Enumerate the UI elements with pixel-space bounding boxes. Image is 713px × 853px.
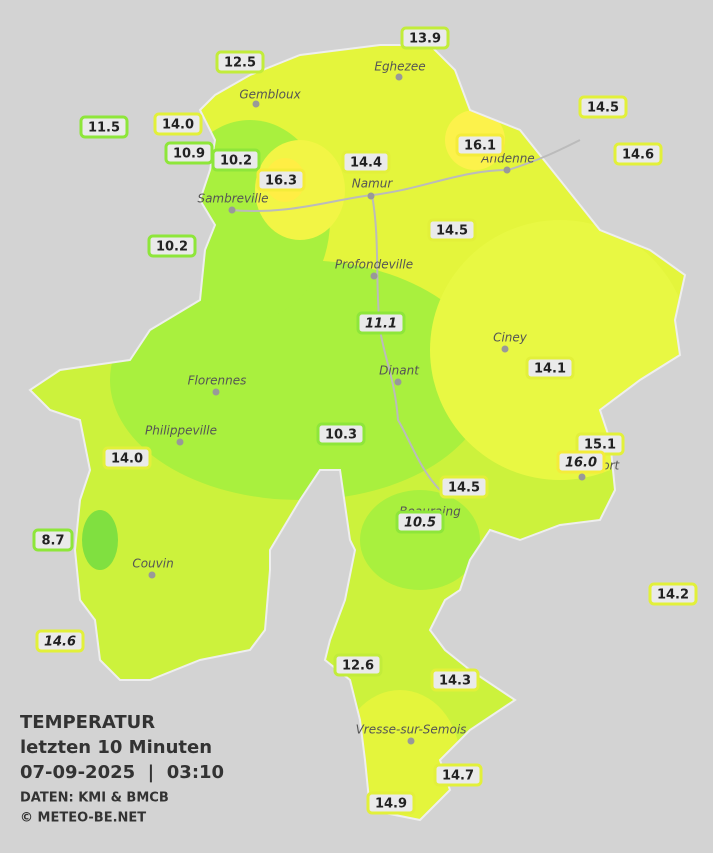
station-box: [578, 95, 628, 119]
station-value: 10.5: [404, 516, 436, 531]
station-value: 14.4: [350, 156, 382, 171]
place-dot: [501, 345, 509, 353]
station-box: [556, 450, 606, 474]
station-box: [433, 763, 483, 787]
station-value: 14.6: [622, 148, 654, 163]
place-dot: [578, 473, 586, 481]
place-dot: [212, 388, 220, 396]
station-value: 11.1: [365, 317, 397, 332]
station-box: [356, 311, 406, 335]
station-box: [455, 133, 505, 157]
title: TEMPERATUR: [20, 712, 155, 733]
station-value: 14.0: [162, 118, 194, 133]
station-value: 16.1: [464, 139, 496, 154]
station-box: [102, 446, 152, 470]
station-box: [147, 234, 197, 258]
source: DATEN: KMI & BMCB: [20, 791, 169, 806]
station-value: 10.2: [220, 154, 252, 169]
station-box: [613, 142, 663, 166]
station-value: 16.3: [265, 174, 297, 189]
place-dot: [503, 166, 511, 174]
station-box: [35, 629, 85, 653]
station-value: 14.5: [436, 224, 468, 239]
place-dot: [148, 571, 156, 579]
station-box: [79, 115, 129, 139]
station-value: 14.6: [44, 635, 76, 650]
river: [229, 139, 581, 491]
place-name: Dinant: [379, 364, 420, 378]
station-box: [153, 112, 203, 136]
place-dot: [176, 438, 184, 446]
station-value: 14.5: [587, 101, 619, 116]
place-dot: [228, 206, 236, 214]
station-value: 14.7: [442, 769, 474, 784]
place-name: Eghezee: [374, 60, 425, 74]
place-name: Namur: [352, 177, 394, 191]
station-box: [366, 791, 416, 815]
station-box: [430, 668, 480, 692]
station-box: [400, 26, 450, 50]
place-name: Profondeville: [335, 258, 413, 272]
station-value: 10.3: [325, 428, 357, 443]
place-dot: [394, 378, 402, 386]
station-value: 15.1: [584, 438, 616, 453]
timestamp: 07-09-2025 | 03:10: [20, 762, 224, 783]
copyright: © METEO-BE.NET: [20, 811, 146, 826]
station-value: 12.6: [342, 659, 374, 674]
station-box: [32, 528, 74, 552]
station-box: [341, 150, 391, 174]
place-dot: [367, 192, 375, 200]
place-name: Philippeville: [145, 424, 217, 438]
place-name: Florennes: [188, 374, 247, 388]
place-name: Vresse-sur-Semois: [356, 723, 467, 737]
place-name: Couvin: [132, 557, 173, 571]
station-value: 14.9: [375, 797, 407, 812]
station-value: 11.5: [88, 121, 120, 136]
station-box: [333, 653, 383, 677]
station-value: 14.1: [534, 362, 566, 377]
station-value: 14.5: [448, 481, 480, 496]
station-box: [427, 218, 477, 242]
station-box: [395, 510, 445, 534]
station-box: [439, 475, 489, 499]
station-box: [211, 148, 261, 172]
place-name: Ciney: [493, 331, 528, 345]
place-dot: [395, 73, 403, 81]
station-value: 10.2: [156, 240, 188, 255]
station-value: 14.2: [657, 588, 689, 603]
station-value: 16.0: [565, 456, 597, 471]
station-box: [215, 50, 265, 74]
place-dot: [370, 272, 378, 280]
place-dot: [407, 737, 415, 745]
subtitle: letzten 10 Minuten: [20, 737, 212, 758]
station-value: 10.9: [173, 147, 205, 162]
stations: 13.9 12.5 14.5 11.5 14.0 16.1 14.6 10.9 10.2 14.4…: [32, 26, 698, 815]
station-box: [316, 422, 366, 446]
station-value: 12.5: [224, 56, 256, 71]
place-name: Gembloux: [239, 88, 301, 102]
station-value: 14.3: [439, 674, 471, 689]
place-dot: [252, 100, 260, 108]
station-value: 14.0: [111, 452, 143, 467]
place-name: Sambreville: [197, 192, 268, 206]
station-box: [525, 356, 575, 380]
station-value: 8.7: [41, 534, 64, 549]
station-value: 13.9: [409, 32, 441, 47]
station-box: [256, 168, 306, 192]
station-box: [648, 582, 698, 606]
